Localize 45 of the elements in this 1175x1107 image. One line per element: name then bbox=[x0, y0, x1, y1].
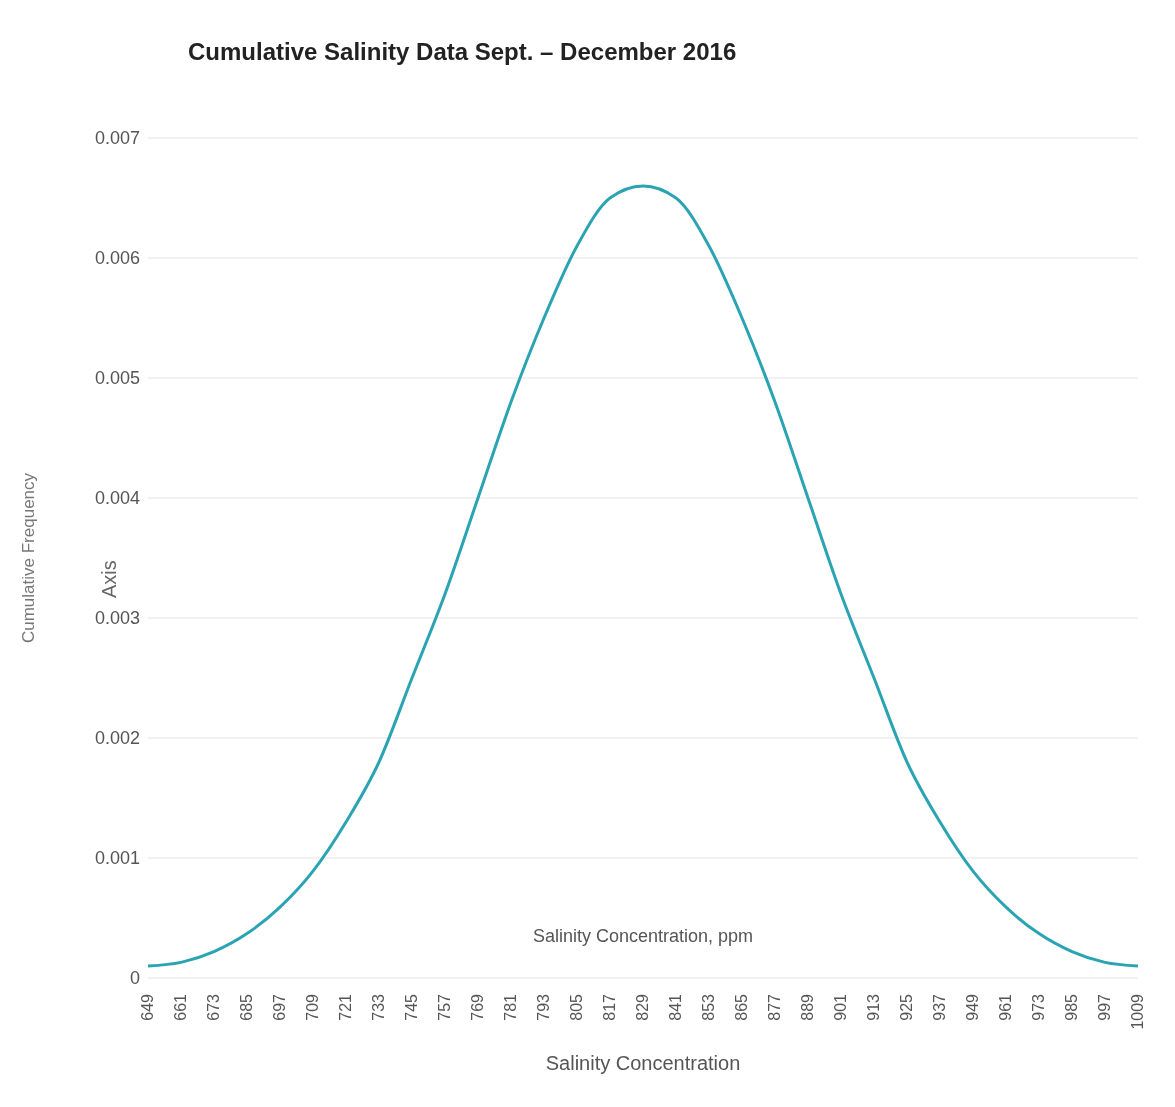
x-tick-label: 949 bbox=[964, 993, 982, 1021]
y-tick-label: 0.003 bbox=[94, 608, 140, 629]
line-series bbox=[148, 184, 1138, 968]
x-tick-label: 661 bbox=[172, 993, 190, 1021]
x-tick-label: 793 bbox=[535, 993, 553, 1021]
y-tick-label: 0.006 bbox=[94, 248, 140, 269]
x-tick-label: 901 bbox=[832, 993, 850, 1021]
x-tick-label: 937 bbox=[931, 993, 949, 1021]
x-tick-label: 961 bbox=[997, 993, 1015, 1021]
x-tick-label: 757 bbox=[436, 993, 454, 1021]
y-tick-label: 0.001 bbox=[94, 848, 140, 869]
x-tick-label: 769 bbox=[469, 993, 487, 1021]
y-tick-label: 0.007 bbox=[94, 128, 140, 149]
x-tick-label: 841 bbox=[667, 993, 685, 1021]
x-tick-label: 1009 bbox=[1129, 993, 1147, 1030]
x-tick-label: 997 bbox=[1096, 993, 1114, 1021]
x-tick-label: 865 bbox=[733, 993, 751, 1021]
x-tick-label: 649 bbox=[139, 993, 157, 1021]
y-tick-label: 0.004 bbox=[94, 488, 140, 509]
x-tick-label: 709 bbox=[304, 993, 322, 1021]
y-tick-label: 0.002 bbox=[94, 728, 140, 749]
y-tick-label: 0 bbox=[129, 968, 140, 989]
x-tick-label: 733 bbox=[370, 993, 388, 1021]
x-tick-label: 925 bbox=[898, 993, 916, 1021]
x-tick-label: 805 bbox=[568, 993, 586, 1021]
x-axis-title: Salinity Concentration bbox=[545, 1052, 741, 1074]
y-tick-label: 0.005 bbox=[94, 368, 140, 389]
x-tick-label: 853 bbox=[700, 993, 718, 1021]
y-axis-title: Cumulative Frequency bbox=[19, 472, 39, 644]
x-tick-label: 913 bbox=[865, 993, 883, 1021]
x-tick-label: 781 bbox=[502, 993, 520, 1021]
x-tick-label: 889 bbox=[799, 993, 817, 1021]
x-tick-label: 673 bbox=[205, 993, 223, 1021]
x-tick-label: 877 bbox=[766, 993, 784, 1021]
x-tick-label: 721 bbox=[337, 993, 355, 1021]
x-tick-label: 697 bbox=[271, 993, 289, 1021]
x-tick-label: 817 bbox=[601, 993, 619, 1021]
x-tick-label: 829 bbox=[634, 993, 652, 1021]
text: Axis bbox=[98, 560, 121, 598]
chart-title: Cumulative Salinity Data Sept. – December 2016 bbox=[188, 37, 738, 67]
annotation: Salinity Concentration, ppm bbox=[532, 926, 754, 947]
x-tick-label: 685 bbox=[238, 993, 256, 1021]
x-tick-label: 973 bbox=[1030, 993, 1048, 1021]
x-tick-label: 745 bbox=[403, 993, 421, 1021]
x-tick-label: 985 bbox=[1063, 993, 1081, 1021]
